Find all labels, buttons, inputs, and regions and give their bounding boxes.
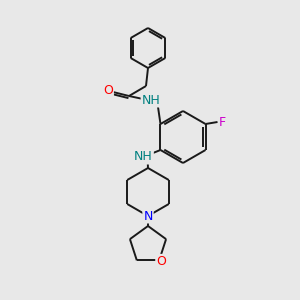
Text: O: O [156, 255, 166, 268]
Text: N: N [143, 209, 153, 223]
Text: O: O [103, 85, 113, 98]
Text: NH: NH [142, 94, 160, 106]
Text: NH: NH [134, 151, 153, 164]
Text: F: F [219, 116, 226, 128]
